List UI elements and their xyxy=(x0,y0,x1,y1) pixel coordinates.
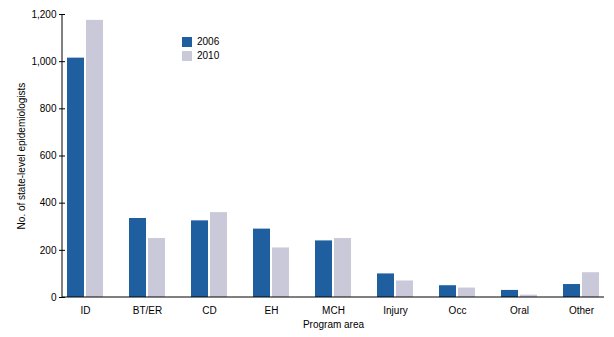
svg-text:BT/ER: BT/ER xyxy=(133,305,162,316)
html-text:2010: 2010 xyxy=(197,50,220,61)
svg-text:1,200: 1,200 xyxy=(31,9,56,20)
svg-text:0: 0 xyxy=(51,292,57,303)
svg-text:600: 600 xyxy=(40,150,57,161)
svg-text:1,000: 1,000 xyxy=(31,56,56,67)
svg-text:MCH: MCH xyxy=(322,305,345,316)
svg-text:Injury: Injury xyxy=(383,305,407,316)
svg-text:ID: ID xyxy=(81,305,91,316)
svg-text:CD: CD xyxy=(202,305,216,316)
svg-text:800: 800 xyxy=(40,103,57,114)
svg-text:Occ: Occ xyxy=(449,305,467,316)
html-text:2006: 2006 xyxy=(197,36,220,47)
svg-text:200: 200 xyxy=(40,245,57,256)
svg-text:Oral: Oral xyxy=(510,305,529,316)
svg-text:EH: EH xyxy=(265,305,279,316)
svg-text:No. of state-level epidemiolog: No. of state-level epidemiologists xyxy=(16,83,27,230)
svg-text:400: 400 xyxy=(40,197,57,208)
svg-text:Program area: Program area xyxy=(303,319,365,330)
svg-text:Other: Other xyxy=(569,305,595,316)
